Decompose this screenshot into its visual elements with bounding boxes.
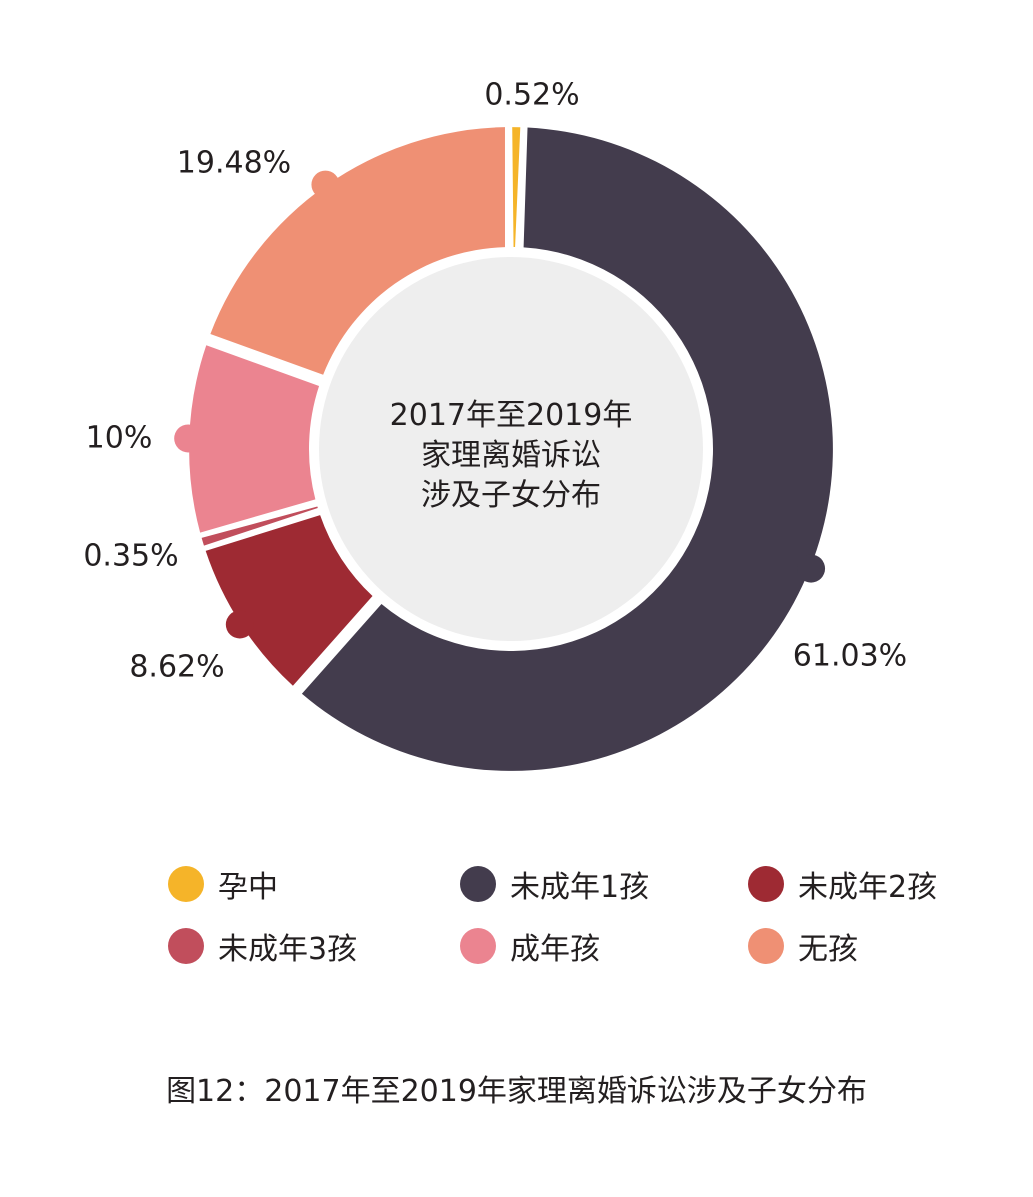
- data-label-no-children: 19.48%: [177, 146, 291, 181]
- slice-marker-minor-1-child: [797, 554, 826, 583]
- slice-marker-minor-2-children: [225, 610, 254, 639]
- legend-swatch: [460, 866, 496, 902]
- legend-item-no-children: 无孩: [748, 928, 988, 967]
- legend-item-minor-3-children: 未成年3孩: [168, 928, 460, 967]
- slice-pregnant: [512, 127, 521, 248]
- legend-item-minor-2-children: 未成年2孩: [748, 866, 988, 905]
- slice-marker-no-children: [311, 170, 340, 199]
- slice-minor-1-child: [301, 127, 833, 771]
- figure-caption: 图12：2017年至2019年家理离婚诉讼涉及子女分布: [166, 1074, 867, 1109]
- legend-item-pregnant: 孕中: [168, 866, 460, 905]
- data-label-minor-1-child: 61.03%: [793, 639, 907, 674]
- legend-swatch: [748, 866, 784, 902]
- legend: 孕中 未成年1孩 未成年2孩 未成年3孩 成年孩 无孩: [168, 866, 988, 967]
- legend-label: 未成年1孩: [510, 870, 650, 905]
- legend-label: 孕中: [218, 870, 278, 905]
- legend-label: 无孩: [798, 932, 858, 967]
- slice-marker-adult-children: [174, 424, 203, 453]
- legend-swatch: [748, 928, 784, 964]
- data-label-minor-3-children: 0.35%: [83, 539, 178, 574]
- data-label-pregnant: 0.52%: [484, 78, 579, 113]
- slice-minor-3-children: [201, 506, 318, 546]
- center-title-line-3: 涉及子女分布: [421, 478, 601, 513]
- legend-swatch: [460, 928, 496, 964]
- slice-minor-2-children: [205, 515, 373, 686]
- data-label-minor-2-children: 8.62%: [129, 650, 224, 685]
- donut-center: [319, 257, 703, 641]
- legend-item-adult-children: 成年孩: [460, 928, 748, 967]
- legend-swatch: [168, 866, 204, 902]
- legend-label: 未成年3孩: [218, 932, 358, 967]
- legend-label: 未成年2孩: [798, 870, 938, 905]
- legend-swatch: [168, 928, 204, 964]
- slice-no-children: [210, 127, 506, 375]
- legend-item-minor-1-child: 未成年1孩: [460, 866, 748, 905]
- slice-adult-children: [189, 345, 320, 533]
- data-label-adult-children: 10%: [86, 421, 153, 456]
- center-title-line-1: 2017年至2019年: [389, 398, 633, 433]
- legend-label: 成年孩: [510, 932, 600, 967]
- center-title-line-2: 家理离婚诉讼: [421, 438, 601, 473]
- center-title: 2017年至2019年 家理离婚诉讼 涉及子女分布: [311, 396, 711, 516]
